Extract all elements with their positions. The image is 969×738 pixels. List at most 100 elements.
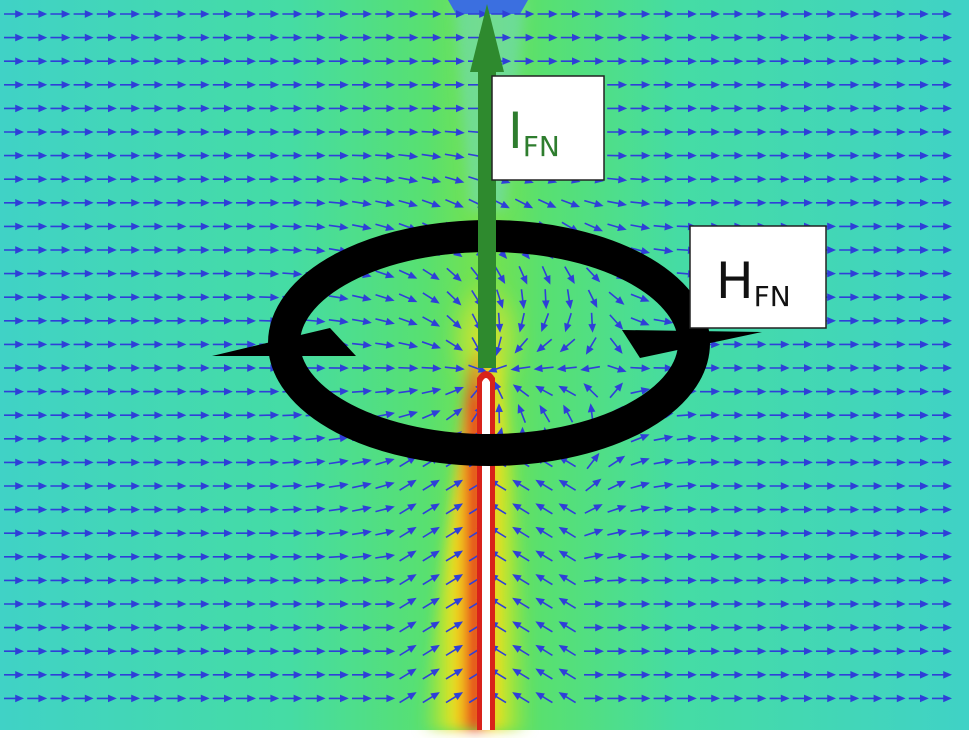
field-vector-arrow (422, 644, 440, 657)
field-vector-arrow (932, 57, 953, 66)
field-vector-arrow (723, 80, 744, 89)
field-vector-arrow (212, 576, 233, 585)
field-vector-arrow (862, 411, 883, 420)
field-vector-arrow (27, 694, 48, 703)
field-vector-arrow (769, 80, 790, 89)
field-vector-arrow (723, 576, 744, 585)
field-vector-arrow (607, 647, 628, 656)
field-vector-arrow (816, 364, 837, 372)
field-vector-arrow (143, 505, 164, 514)
field-vector-arrow (236, 552, 257, 561)
field-vector-arrow (932, 128, 953, 136)
field-vector-arrow (422, 550, 440, 562)
field-vector-arrow (50, 293, 71, 302)
field-vector-arrow (375, 270, 395, 279)
field-vector-arrow (932, 482, 953, 490)
field-vector-arrow (676, 57, 697, 66)
field-vector-arrow (535, 550, 553, 562)
field-vector-arrow (282, 411, 303, 419)
field-vector-arrow (723, 151, 744, 160)
field-vector-arrow (816, 104, 837, 113)
field-vector-arrow (96, 198, 117, 207)
field-vector-arrow (630, 434, 650, 443)
field-vector-arrow (769, 411, 790, 420)
field-vector-arrow (653, 600, 674, 608)
field-vector-arrow (259, 222, 280, 231)
field-vector-arrow (166, 10, 187, 18)
field-vector-arrow (96, 576, 117, 585)
field-vector-arrow (584, 33, 605, 42)
field-vector-arrow (120, 458, 141, 467)
field-vector-arrow (445, 408, 463, 421)
field-vector-arrow (630, 364, 651, 372)
field-vector-arrow (189, 482, 210, 490)
field-vector-arrow (514, 10, 535, 18)
field-vector-arrow (908, 529, 929, 538)
field-vector-arrow (259, 10, 280, 18)
field-vector-arrow (558, 574, 577, 586)
field-vector-arrow (421, 176, 442, 184)
field-vector-arrow (189, 529, 210, 538)
field-vector-arrow (189, 458, 210, 467)
field-vector-arrow (96, 222, 117, 231)
field-vector-arrow (653, 175, 674, 184)
field-vector-arrow (143, 222, 164, 231)
field-vector-arrow (862, 458, 883, 467)
field-vector-arrow (792, 104, 813, 113)
field-vector-arrow (908, 198, 929, 207)
field-vector-arrow (746, 434, 767, 443)
field-vector-arrow (143, 623, 164, 632)
field-vector-arrow (839, 576, 860, 585)
field-vector-arrow (4, 33, 25, 42)
field-vector-arrow (328, 481, 349, 490)
field-vector-arrow (885, 293, 906, 302)
field-vector-arrow (908, 80, 929, 89)
field-vector-arrow (236, 670, 257, 679)
field-vector-arrow (398, 410, 418, 419)
field-vector-arrow (27, 600, 48, 608)
field-vector-arrow (512, 621, 530, 633)
field-vector-arrow (792, 576, 813, 585)
field-vector-arrow (328, 529, 349, 537)
field-vector-arrow (50, 529, 71, 538)
field-label: HFN (689, 225, 827, 329)
field-vector-arrow (792, 151, 813, 160)
field-vector-arrow (120, 293, 141, 302)
field-vector-arrow (259, 434, 280, 443)
field-vector-arrow (282, 434, 303, 443)
field-vector-arrow (885, 128, 906, 136)
field-vector-arrow (862, 600, 883, 608)
field-vector-arrow (932, 10, 953, 18)
field-vector-arrow (908, 175, 929, 184)
field-vector-arrow (862, 576, 883, 585)
field-vector-arrow (862, 57, 883, 66)
field-vector-arrow (189, 647, 210, 656)
field-vector-arrow (259, 458, 280, 467)
field-vector-arrow (630, 481, 650, 489)
field-vector-arrow (676, 411, 697, 419)
field-vector-arrow (885, 80, 906, 89)
field-vector-arrow (399, 526, 417, 539)
field-vector-arrow (328, 104, 349, 113)
field-vector-arrow (816, 529, 837, 538)
field-vector-arrow (422, 621, 440, 633)
field-vector-arrow (143, 269, 164, 278)
field-vector-arrow (558, 668, 577, 680)
field-vector-arrow (96, 293, 117, 302)
field-vector-arrow (537, 33, 558, 42)
field-vector-arrow (282, 694, 303, 703)
field-vector-arrow (512, 526, 530, 539)
field-vector-arrow (630, 223, 651, 231)
field-vector-arrow (375, 387, 396, 396)
field-vector-arrow (73, 293, 94, 302)
field-vector-arrow (792, 529, 813, 538)
field-vector-arrow (676, 600, 697, 608)
field-vector-arrow (862, 552, 883, 561)
field-vector-arrow (607, 80, 628, 89)
field-vector-arrow (723, 175, 744, 184)
field-vector-arrow (792, 198, 813, 207)
field-vector-arrow (587, 289, 598, 308)
field-vector-arrow (421, 199, 441, 208)
field-vector-arrow (908, 576, 929, 585)
field-vector-arrow (769, 576, 790, 585)
